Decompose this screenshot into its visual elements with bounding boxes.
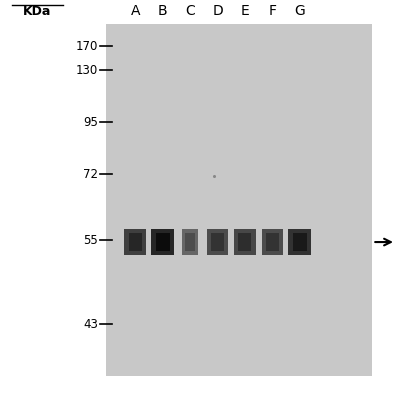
Text: E: E — [241, 4, 249, 18]
Bar — [207, 229, 228, 255]
Bar — [182, 229, 198, 255]
Bar — [129, 233, 142, 251]
Bar — [262, 229, 282, 255]
Bar — [234, 229, 256, 255]
Bar — [106, 24, 372, 376]
Text: 43: 43 — [83, 318, 98, 330]
Bar — [124, 229, 146, 255]
Bar — [293, 233, 307, 251]
Text: A: A — [130, 4, 140, 18]
Bar — [288, 229, 311, 255]
Text: D: D — [212, 4, 223, 18]
Text: 130: 130 — [76, 64, 98, 77]
Bar — [151, 229, 175, 255]
Text: 72: 72 — [83, 168, 98, 180]
Bar — [185, 233, 195, 251]
Text: 55: 55 — [83, 234, 98, 246]
Text: KDa: KDa — [23, 5, 51, 18]
Text: B: B — [158, 4, 167, 18]
Text: 95: 95 — [83, 116, 98, 128]
Bar — [239, 233, 252, 251]
Text: F: F — [268, 4, 276, 18]
Text: 170: 170 — [75, 40, 98, 53]
Bar — [156, 233, 170, 251]
Bar — [266, 233, 278, 251]
Bar — [211, 233, 224, 251]
Text: G: G — [294, 4, 305, 18]
Text: C: C — [185, 4, 195, 18]
